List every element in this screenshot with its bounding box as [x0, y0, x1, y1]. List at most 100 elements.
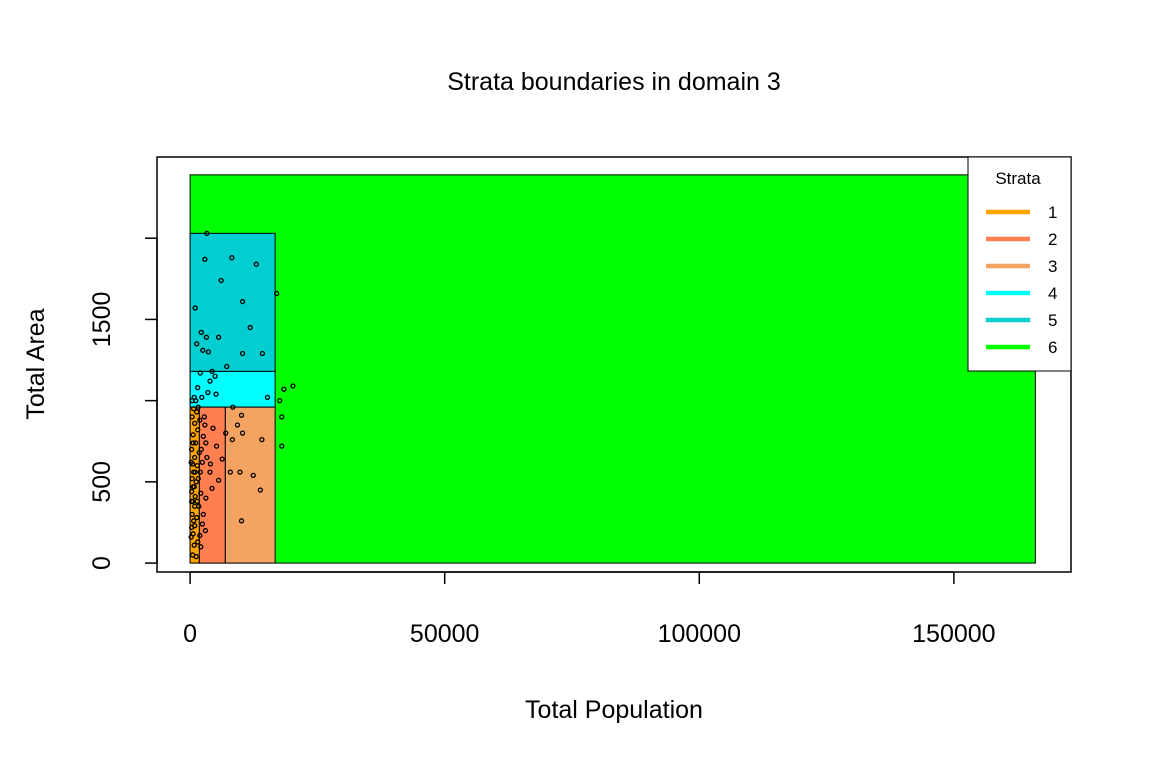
x-tick-label: 150000 [912, 620, 995, 648]
data-point [279, 443, 285, 449]
data-point [274, 290, 280, 297]
data-point [239, 298, 246, 305]
data-point [227, 469, 233, 475]
data-point [239, 350, 246, 357]
data-point [191, 484, 197, 490]
data-point [213, 391, 219, 397]
data-point [277, 397, 283, 404]
data-point [195, 539, 201, 545]
data-point [207, 469, 213, 475]
x-tick-label: 0 [183, 620, 197, 648]
data-point [195, 475, 201, 482]
data-point [197, 370, 203, 376]
data-point [223, 430, 229, 436]
x-axis-label: Total Population [525, 696, 703, 724]
data-point [230, 404, 236, 410]
data-point [257, 487, 264, 493]
data-point [200, 511, 206, 517]
data-point [189, 414, 195, 420]
data-point [192, 493, 198, 500]
data-point [213, 443, 220, 449]
data-point [203, 440, 209, 446]
data-point [224, 363, 230, 370]
data-point [204, 454, 210, 461]
data-point [192, 523, 198, 529]
data-point [197, 532, 203, 539]
legend: Strata 1 2 3 4 5 6 [967, 156, 1072, 372]
data-point [202, 422, 208, 428]
data-point [199, 459, 205, 466]
data-point [189, 552, 196, 558]
data-point [192, 454, 198, 461]
legend-title: Strata [995, 169, 1041, 188]
data-point [194, 514, 200, 521]
legend-label-6: 6 [1048, 338, 1057, 357]
data-point [215, 334, 222, 340]
legend-label-4: 4 [1048, 284, 1057, 303]
data-point [198, 329, 204, 336]
data-point [218, 277, 224, 284]
data-point [279, 414, 285, 420]
data-point [205, 349, 212, 355]
data-point [247, 324, 253, 331]
data-point [212, 373, 218, 379]
data-point [201, 414, 208, 420]
data-point [194, 409, 200, 415]
legend-label-3: 3 [1048, 257, 1057, 276]
data-point [203, 495, 209, 501]
data-point [188, 459, 194, 466]
data-point [237, 469, 243, 475]
data-point [234, 422, 241, 428]
x-tick-label: 50000 [410, 620, 480, 648]
data-point [196, 449, 202, 456]
data-point [194, 341, 200, 347]
data-point [196, 503, 202, 509]
data-point [259, 350, 266, 357]
data-point [195, 404, 201, 410]
y-tick-label: 1500 [88, 292, 116, 348]
legend-label-5: 5 [1048, 311, 1057, 330]
data-point [198, 490, 204, 496]
data-point [191, 542, 197, 548]
y-axis-label: Total Area [22, 308, 50, 419]
data-point [194, 498, 200, 504]
y-tick-label: 500 [88, 461, 116, 503]
data-point [229, 436, 236, 443]
data-point [215, 477, 222, 483]
data-point [198, 544, 204, 550]
data-point [210, 425, 216, 431]
data-point [200, 347, 206, 353]
stratum-4-box [189, 370, 276, 408]
data-point [250, 472, 256, 479]
data-point [192, 469, 198, 475]
plot-area [188, 174, 1036, 564]
data-point [281, 386, 287, 392]
data-point [205, 389, 211, 396]
data-point [203, 334, 210, 340]
data-point [207, 461, 214, 467]
data-point [188, 534, 194, 540]
data-point [209, 485, 215, 492]
data-point [238, 412, 245, 418]
data-point [209, 368, 215, 375]
data-point [190, 440, 196, 446]
data-point [193, 440, 199, 446]
y-tick-label: 0 [88, 556, 116, 570]
data-point [188, 488, 195, 495]
data-point [207, 378, 213, 384]
data-point [189, 397, 195, 404]
legend-label-2: 2 [1048, 230, 1057, 249]
data-point [192, 420, 198, 427]
data-point [195, 427, 201, 433]
data-point [202, 527, 209, 534]
data-point [195, 384, 201, 391]
data-point [197, 469, 203, 475]
data-point [199, 394, 205, 401]
data-point [290, 383, 296, 389]
data-point [264, 394, 271, 401]
data-point [191, 406, 197, 412]
stratum-6-box [189, 174, 1036, 564]
data-point [253, 261, 259, 267]
data-point [190, 432, 196, 438]
